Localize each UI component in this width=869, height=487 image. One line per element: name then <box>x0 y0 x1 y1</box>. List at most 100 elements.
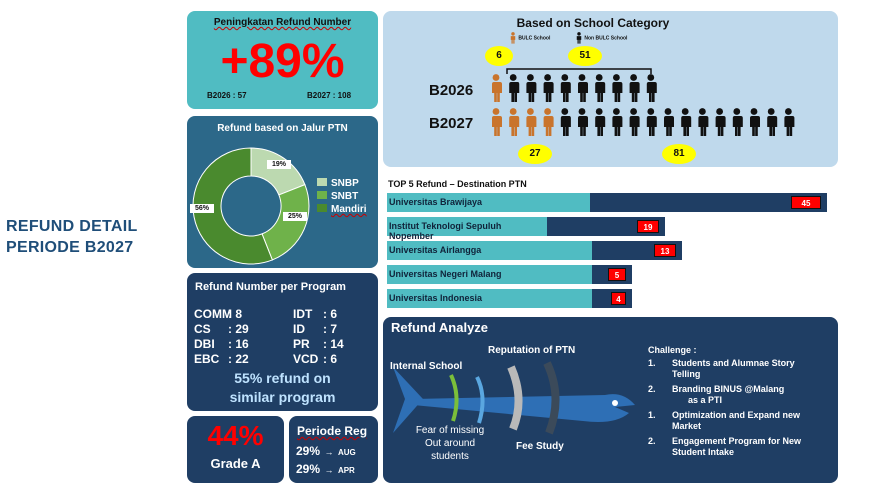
arrow-right-icon: → <box>324 447 334 457</box>
person-icon <box>490 74 502 102</box>
periode-pct-0: 29% <box>296 444 321 458</box>
person-icon <box>610 74 623 102</box>
arrow-right-icon: → <box>324 465 334 475</box>
jalur-card: Refund based on Jalur PTN 19% 25% 56% SN… <box>187 116 378 268</box>
program-row-right-2: PR: 14 <box>293 337 344 351</box>
challenge-item-1: 2. Branding BINUS @Malang as a PTI <box>648 384 784 406</box>
program-row-left-1: CS: 29 <box>194 322 249 336</box>
increase-title: Peningkatan Refund Number <box>213 17 352 28</box>
legend-non-bulc: Non BULC School <box>575 32 627 44</box>
top5-value-2: 13 <box>654 244 676 257</box>
legend-snbp: SNBP <box>331 178 359 189</box>
page-title-line2: PERIODE B2027 <box>6 239 134 256</box>
top5-label-4: Universitas Indonesia <box>387 289 592 308</box>
page-title: REFUND DETAIL PERIODE B2027 <box>6 216 138 258</box>
program-value: : 8 <box>228 307 243 321</box>
person-icon <box>541 74 554 102</box>
periode-month-1: APR <box>337 466 355 475</box>
program-card: Refund Number per Program 55% refund on … <box>187 273 378 411</box>
program-code: ID <box>293 322 305 336</box>
challenge-line1: Branding BINUS @Malang <box>672 384 785 394</box>
legend-swatch-snbp <box>317 178 327 186</box>
periode-month-0: AUG <box>337 448 356 457</box>
analyze-title: Refund Analyze <box>391 320 489 335</box>
fish-body <box>413 394 635 422</box>
periode-row-0: 29% → AUG <box>296 442 356 460</box>
top5-value-4: 4 <box>611 292 626 305</box>
top-bulc-badge: 6 <box>485 46 513 66</box>
program-row-left-0: COMM: 8 <box>194 307 242 321</box>
person-icon <box>576 74 588 102</box>
challenge-number: 1. <box>648 358 656 368</box>
person-icon <box>558 74 571 102</box>
person-icon <box>713 108 726 136</box>
program-summary-line2: similar program <box>229 389 336 405</box>
challenge-line2: Market <box>672 421 702 431</box>
page-title-line1: REFUND DETAIL <box>6 218 138 235</box>
jalur-title: Refund based on Jalur PTN <box>217 123 348 134</box>
analyze-reputation: Reputation of PTN <box>488 345 576 356</box>
challenge-line2: Student Intake <box>672 447 735 457</box>
jalur-legend: SNBP SNBT Mandiri <box>317 173 367 215</box>
challenge-number: 2. <box>648 436 656 446</box>
legend-bulc: BULC School <box>509 32 550 44</box>
person-icon <box>765 108 778 136</box>
challenge-line2: as a PTI <box>688 395 723 405</box>
program-row-right-1: ID : 7 <box>293 322 337 336</box>
fish-bone-dark <box>543 361 560 435</box>
legend-snbt: SNBT <box>331 191 359 202</box>
person-icon <box>593 108 606 136</box>
fish-eye <box>612 400 618 406</box>
person-icon <box>696 108 709 136</box>
challenge-line1: Engagement Program for New <box>672 436 802 446</box>
challenge-number: 2. <box>648 384 656 394</box>
analyze-fear-line2: Out around <box>424 438 476 449</box>
challenge-item-2: 1. Optimization and Expand new Market <box>648 410 800 432</box>
legend-bulc-label: BULC School <box>518 35 551 42</box>
program-value: : 16 <box>228 337 249 351</box>
top5-label-0: Universitas Brawijaya <box>387 193 590 212</box>
fish-tail <box>393 367 423 433</box>
legend-swatch-mandiri <box>317 204 327 212</box>
person-icon <box>644 74 657 102</box>
donut-slice-mandiri <box>192 147 274 265</box>
refund-analyze-card: Refund Analyze Internal School Reputatio… <box>383 317 838 483</box>
analyze-internal: Internal School <box>390 361 463 372</box>
top5-title: TOP 5 Refund – Destination PTN <box>388 179 527 189</box>
person-icon <box>558 108 571 136</box>
top5-bar-1 <box>547 217 665 236</box>
challenge-number: 1. <box>648 410 656 420</box>
periode-row-1: 29% → APR <box>296 460 355 478</box>
jalur-label-2: 56% <box>190 204 215 213</box>
program-code: IDT <box>293 307 313 321</box>
program-code: VCD <box>293 352 319 366</box>
periode-card: Periode Reg 29% → AUG 29% → APR <box>289 416 378 483</box>
bracket-line <box>506 68 652 74</box>
increase-value: +89% <box>220 35 345 88</box>
bottom-bulc-badge: 27 <box>518 144 552 164</box>
person-icon <box>524 74 537 102</box>
top-non-badge: 51 <box>568 46 602 66</box>
fish-bone-grey <box>507 365 523 431</box>
person-icon <box>627 108 640 136</box>
person-icon <box>524 108 537 136</box>
top5-value-0: 45 <box>791 196 821 209</box>
program-value: : 7 <box>323 322 338 336</box>
program-summary-line1: 55% refund on <box>234 370 331 386</box>
program-value: : 6 <box>323 307 338 321</box>
program-row-right-3: VCD : 6 <box>293 352 337 366</box>
person-icon <box>748 108 760 136</box>
analyze-fear-line1: Fear of missing <box>415 425 485 436</box>
jalur-label-1: 25% <box>283 212 308 221</box>
person-icon <box>627 74 640 102</box>
challenge-line1: Students and Alumnae Story <box>672 358 795 368</box>
grade-card: 44% Grade A <box>187 416 284 483</box>
analyze-fear: Fear of missing Out around students <box>405 424 495 463</box>
person-icon <box>576 108 588 136</box>
person-icon <box>593 74 606 102</box>
program-value: : 6 <box>323 352 338 366</box>
periode-title: Periode Reg <box>297 424 368 438</box>
person-icon <box>576 32 582 44</box>
donut-slice-snbt <box>261 183 310 261</box>
fish-bone-green <box>449 374 459 422</box>
